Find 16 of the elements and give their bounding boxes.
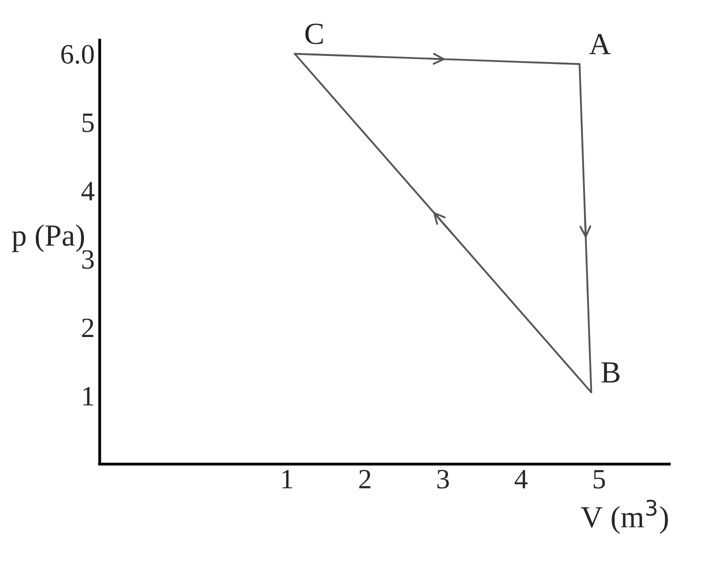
x-axis-title: V (m$^{3}$) (581, 500, 668, 534)
y-tick-label: 5 (82, 114, 94, 132)
x-tick-label: 2 (359, 470, 370, 488)
annotation: A (589, 34, 611, 54)
annotation: B (601, 362, 620, 382)
x-tick-label: 3 (437, 470, 449, 489)
y-tick-label: 1 (83, 387, 94, 406)
y-tick-label: 2 (82, 318, 94, 337)
y-tick-label: 6.0 (61, 44, 94, 64)
x-tick-label: 5 (594, 470, 605, 489)
y-axis-title: p (Pa) (12, 224, 84, 252)
x-tick-label: 1 (282, 470, 292, 488)
annotation: C (305, 24, 323, 44)
x-tick-label: 4 (514, 470, 528, 488)
y-tick-label: 4 (81, 182, 94, 200)
y-tick-label: 3 (82, 250, 94, 269)
